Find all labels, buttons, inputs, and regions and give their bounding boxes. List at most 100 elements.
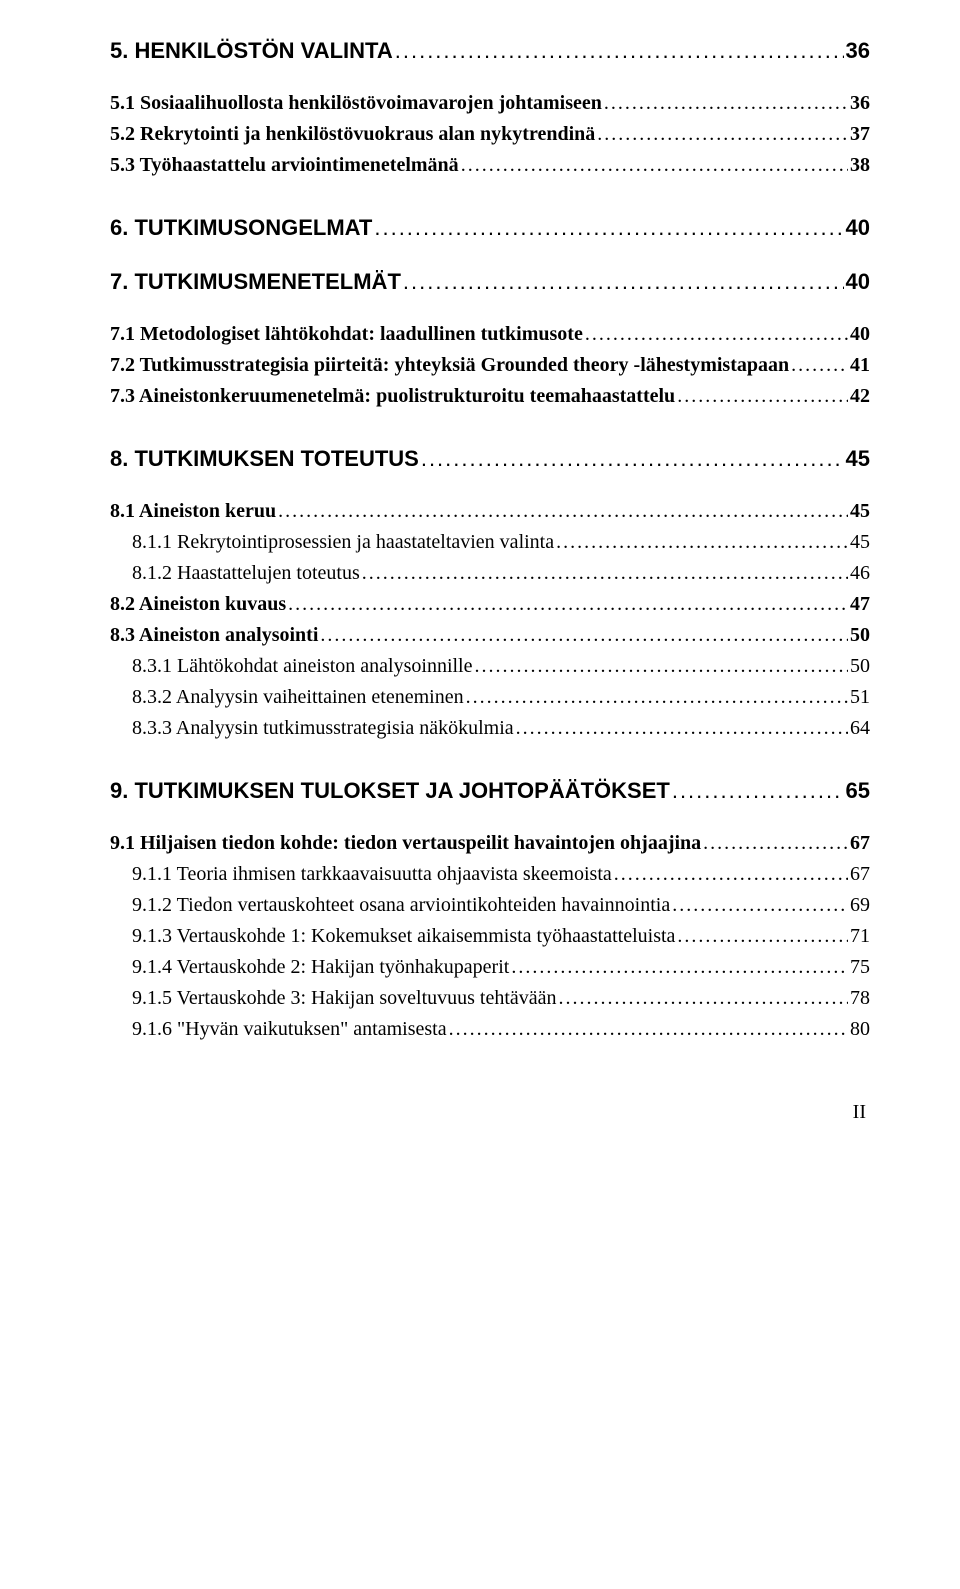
toc-entry-page: 41 [850,354,870,377]
toc-dots [677,385,848,408]
toc-entry-page: 45 [846,446,870,472]
toc-entry: 8.3.2 Analyysin vaiheittainen eteneminen… [110,686,870,709]
toc-entry: 8.2 Aineiston kuvaus 47 [110,593,870,616]
toc-entry-page: 75 [850,956,870,979]
toc-entry: 7.2 Tutkimusstrategisia piirteitä: yhtey… [110,354,870,377]
toc-entry: 8. TUTKIMUKSEN TOTEUTUS 45 [110,446,870,472]
toc-entry-page: 45 [850,500,870,523]
toc-entry-label: 5.3 Työhaastattelu arviointimenetelmänä [110,154,459,177]
toc-entry: 9.1.4 Vertauskohde 2: Hakijan työnhakupa… [110,956,870,979]
toc-entry-label: 7.2 Tutkimusstrategisia piirteitä: yhtey… [110,354,789,377]
toc-entry-label: 8.1 Aineiston keruu [110,500,276,523]
toc-entry-page: 65 [846,778,870,804]
toc-entry-page: 67 [850,863,870,886]
toc-entry: 9.1.1 Teoria ihmisen tarkkaavaisuutta oh… [110,863,870,886]
toc-entry-page: 64 [850,717,870,740]
toc-dots [791,354,848,377]
toc-entry: 8.3.3 Analyysin tutkimusstrategisia näkö… [110,717,870,740]
toc-entry: 7.3 Aineistonkeruumenetelmä: puolistrukt… [110,385,870,408]
toc-dots [604,92,848,115]
toc-entry-page: 36 [850,92,870,115]
toc-entry: 9.1.6 "Hyvän vaikutuksen" antamisesta 80 [110,1018,870,1041]
toc-dots [278,500,848,523]
toc-dots [556,531,848,554]
toc-entry-label: 8. TUTKIMUKSEN TOTEUTUS [110,446,419,472]
toc-dots [288,593,848,616]
toc-dots [461,154,848,177]
toc-entry-label: 9.1.3 Vertauskohde 1: Kokemukset aikaise… [132,925,675,948]
toc-dots [677,925,848,948]
toc-entry-page: 50 [850,655,870,678]
toc-entry: 9.1.3 Vertauskohde 1: Kokemukset aikaise… [110,925,870,948]
toc-entry-label: 5.2 Rekrytointi ja henkilöstövuokraus al… [110,123,595,146]
toc-entry-page: 40 [846,269,870,295]
toc-entry-page: 51 [850,686,870,709]
toc-entry: 8.1.2 Haastattelujen toteutus 46 [110,562,870,585]
toc-entry-label: 8.1.1 Rekrytointiprosessien ja haastatel… [132,531,554,554]
toc-entry: 5.3 Työhaastattelu arviointimenetelmänä … [110,154,870,177]
toc-entry-label: 9.1.2 Tiedon vertauskohteet osana arvioi… [132,894,670,917]
toc-entry-label: 6. TUTKIMUSONGELMAT [110,215,372,241]
toc-entry-label: 5. HENKILÖSTÖN VALINTA [110,38,393,64]
toc-entry-page: 40 [850,323,870,346]
toc-entry-label: 7.3 Aineistonkeruumenetelmä: puolistrukt… [110,385,675,408]
toc-dots [516,717,848,740]
toc-entry-page: 47 [850,593,870,616]
toc-dots [614,863,848,886]
toc-entry: 9.1.2 Tiedon vertauskohteet osana arvioi… [110,894,870,917]
toc-entry-label: 8.1.2 Haastattelujen toteutus [132,562,360,585]
page-number: II [110,1101,870,1124]
toc-dots [511,956,848,979]
toc-entry-label: 9.1.1 Teoria ihmisen tarkkaavaisuutta oh… [132,863,612,886]
toc-entry: 8.3.1 Lähtökohdat aineiston analysoinnil… [110,655,870,678]
toc-entry-page: 46 [850,562,870,585]
toc-entry-page: 71 [850,925,870,948]
toc-entry-page: 40 [846,215,870,241]
toc-entry: 8.1 Aineiston keruu 45 [110,500,870,523]
toc-entry-label: 8.2 Aineiston kuvaus [110,593,286,616]
toc-dots [395,38,844,64]
toc-entry-label: 9. TUTKIMUKSEN TULOKSET JA JOHTOPÄÄTÖKSE… [110,778,670,804]
toc-entry-label: 9.1.6 "Hyvän vaikutuksen" antamisesta [132,1018,447,1041]
toc-entry-page: 80 [850,1018,870,1041]
toc-entry-page: 38 [850,154,870,177]
toc-entry: 5.2 Rekrytointi ja henkilöstövuokraus al… [110,123,870,146]
toc-entry-label: 8.3.2 Analyysin vaiheittainen eteneminen [132,686,464,709]
toc-entry: 9. TUTKIMUKSEN TULOKSET JA JOHTOPÄÄTÖKSE… [110,778,870,804]
toc-entry-page: 36 [846,38,870,64]
toc-entry: 6. TUTKIMUSONGELMAT 40 [110,215,870,241]
toc-dots [421,446,844,472]
toc-entry-label: 8.3 Aineiston analysointi [110,624,318,647]
toc-dots [585,323,848,346]
toc-entry-label: 9.1.4 Vertauskohde 2: Hakijan työnhakupa… [132,956,509,979]
toc-entry: 7.1 Metodologiset lähtökohdat: laadullin… [110,323,870,346]
toc-entry-page: 42 [850,385,870,408]
toc-dots [449,1018,848,1041]
toc-entry-label: 5.1 Sosiaalihuollosta henkilöstövoimavar… [110,92,602,115]
toc-entry: 9.1 Hiljaisen tiedon kohde: tiedon verta… [110,832,870,855]
toc-dots [597,123,848,146]
toc-entry-label: 7. TUTKIMUSMENETELMÄT [110,269,401,295]
toc-dots [374,215,843,241]
toc-entry: 5. HENKILÖSTÖN VALINTA 36 [110,38,870,64]
toc-entry-page: 37 [850,123,870,146]
toc-entry-label: 8.3.3 Analyysin tutkimusstrategisia näkö… [132,717,514,740]
toc-dots [362,562,848,585]
toc-dots [672,894,848,917]
toc-dots [466,686,848,709]
toc-entry-label: 7.1 Metodologiset lähtökohdat: laadullin… [110,323,583,346]
toc-entry-label: 9.1 Hiljaisen tiedon kohde: tiedon verta… [110,832,701,855]
toc-container: 5. HENKILÖSTÖN VALINTA 36 5.1 Sosiaalihuo… [110,38,870,1041]
toc-dots [703,832,848,855]
toc-entry-label: 9.1.5 Vertauskohde 3: Hakijan soveltuvuu… [132,987,557,1010]
toc-entry: 9.1.5 Vertauskohde 3: Hakijan soveltuvuu… [110,987,870,1010]
toc-dots [320,624,848,647]
toc-entry: 5.1 Sosiaalihuollosta henkilöstövoimavar… [110,92,870,115]
toc-dots [475,655,849,678]
toc-dots [403,269,844,295]
toc-entry-page: 78 [850,987,870,1010]
toc-entry-page: 45 [850,531,870,554]
toc-entry-page: 67 [850,832,870,855]
toc-entry-page: 50 [850,624,870,647]
toc-entry: 8.1.1 Rekrytointiprosessien ja haastatel… [110,531,870,554]
